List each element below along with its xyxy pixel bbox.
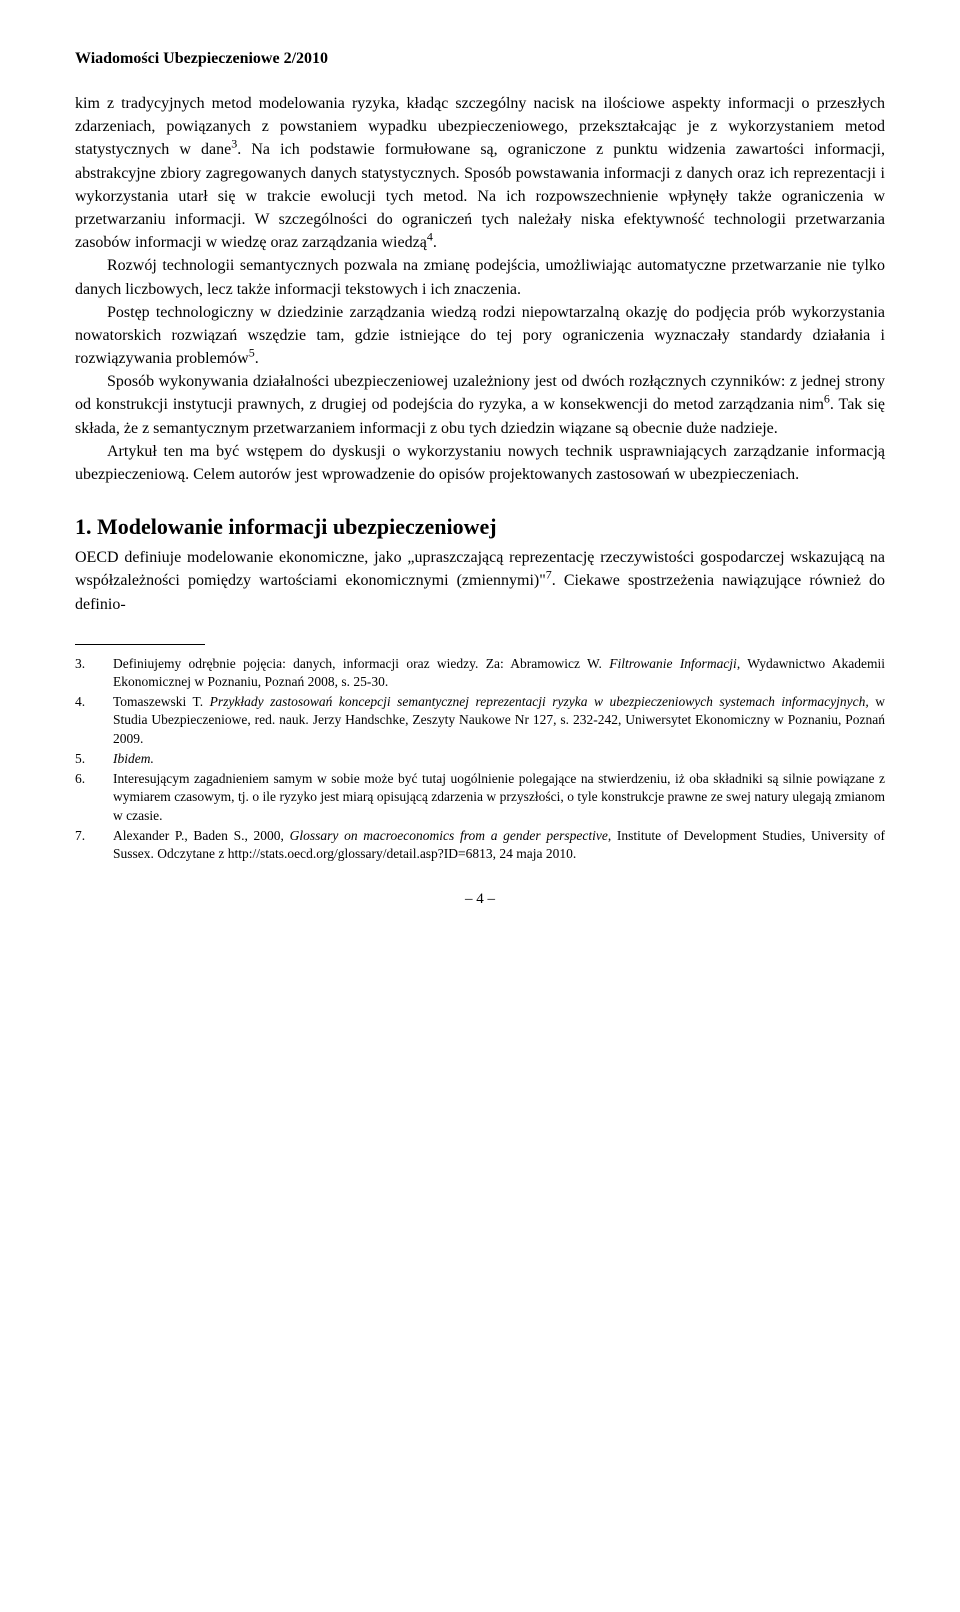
fn4-text-italic: Przykłady zastosowań koncepcji semantycz…	[210, 694, 869, 709]
section-1-paragraph: OECD definiuje modelowanie ekonomiczne, …	[75, 546, 885, 616]
para2-text: Rozwój technologii semantycznych pozwala…	[75, 257, 885, 297]
footnotes-block: 3. Definiujemy odrębnie pojęcia: danych,…	[75, 655, 885, 863]
fn3-text-italic: Filtrowanie Informacji	[609, 656, 737, 671]
footnote-7: 7. Alexander P., Baden S., 2000, Glossar…	[75, 827, 885, 863]
journal-header: Wiadomości Ubezpieczeniowe 2/2010	[75, 50, 885, 68]
section-1-heading: 1. Modelowanie informacji ubezpieczeniow…	[75, 514, 885, 540]
footnote-5: 5. Ibidem.	[75, 750, 885, 768]
footnote-4: 4. Tomaszewski T. Przykłady zastosowań k…	[75, 693, 885, 748]
footnote-7-number: 7.	[75, 827, 113, 863]
para3-text-a: Postęp technologiczny w dziedzinie zarzą…	[75, 304, 885, 367]
footnote-3-text: Definiujemy odrębnie pojęcia: danych, in…	[113, 655, 885, 691]
footnote-separator	[75, 644, 205, 645]
footnote-6-number: 6.	[75, 770, 113, 825]
footnote-6: 6. Interesującym zagadnieniem samym w so…	[75, 770, 885, 825]
page-number: – 4 –	[75, 891, 885, 908]
footnote-7-text: Alexander P., Baden S., 2000, Glossary o…	[113, 827, 885, 863]
para1-text-c: .	[433, 234, 437, 251]
fn4-text-a: Tomaszewski T.	[113, 694, 210, 709]
footnote-5-text: Ibidem.	[113, 750, 885, 768]
paragraph-3: Postęp technologiczny w dziedzinie zarzą…	[75, 301, 885, 371]
fn3-text-a: Definiujemy odrębnie pojęcia: danych, in…	[113, 656, 609, 671]
paragraph-1: kim z tradycyjnych metod modelowania ryz…	[75, 92, 885, 254]
footnote-4-text: Tomaszewski T. Przykłady zastosowań konc…	[113, 693, 885, 748]
fn7-text-italic: Glossary on macroeconomics from a gender…	[290, 828, 608, 843]
footnote-6-text: Interesującym zagadnieniem samym w sobie…	[113, 770, 885, 825]
section-1-text: OECD definiuje modelowanie ekonomiczne, …	[75, 546, 885, 616]
footnote-5-number: 5.	[75, 750, 113, 768]
footnote-4-number: 4.	[75, 693, 113, 748]
paragraph-4: Sposób wykonywania działalności ubezpiec…	[75, 370, 885, 440]
fn7-text-a: Alexander P., Baden S., 2000,	[113, 828, 290, 843]
main-text-block: kim z tradycyjnych metod modelowania ryz…	[75, 92, 885, 486]
footnote-3-number: 3.	[75, 655, 113, 691]
para5-text: Artykuł ten ma być wstępem do dyskusji o…	[75, 443, 885, 483]
paragraph-5: Artykuł ten ma być wstępem do dyskusji o…	[75, 440, 885, 486]
paragraph-2: Rozwój technologii semantycznych pozwala…	[75, 254, 885, 300]
para4-text-a: Sposób wykonywania działalności ubezpiec…	[75, 373, 885, 413]
para3-text-b: .	[255, 350, 259, 367]
footnote-3: 3. Definiujemy odrębnie pojęcia: danych,…	[75, 655, 885, 691]
